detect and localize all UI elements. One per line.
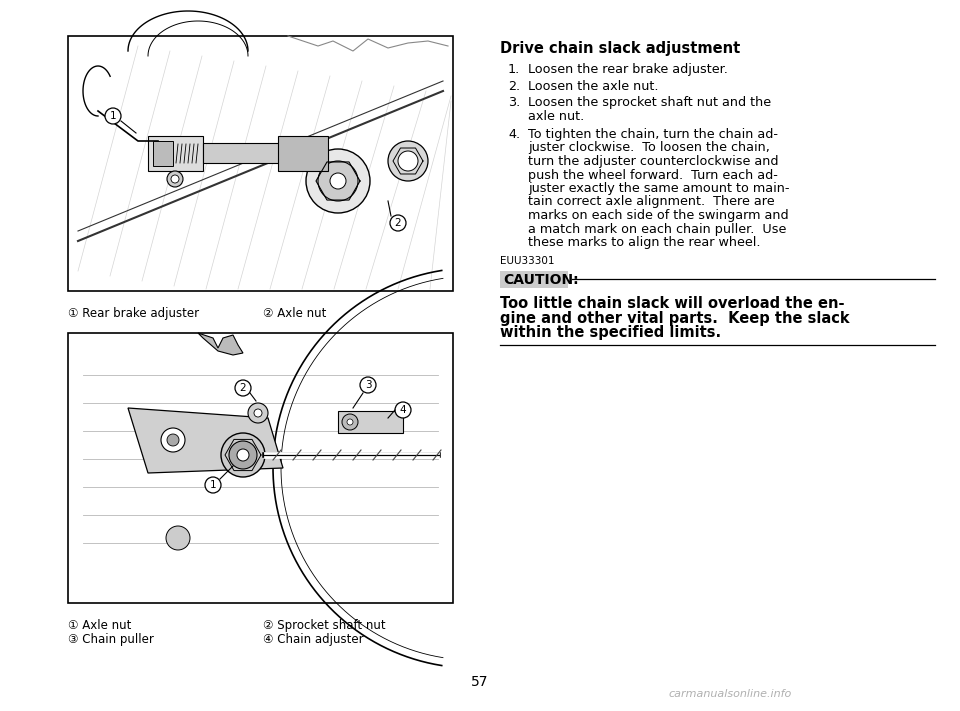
Text: Loosen the rear brake adjuster.: Loosen the rear brake adjuster. bbox=[528, 63, 728, 76]
Text: marks on each side of the swingarm and: marks on each side of the swingarm and bbox=[528, 209, 788, 222]
Text: carmanualsonline.info: carmanualsonline.info bbox=[668, 689, 792, 699]
Text: EUU33301: EUU33301 bbox=[500, 255, 555, 265]
Circle shape bbox=[167, 171, 183, 187]
Bar bbox=[278, 136, 328, 171]
Bar bbox=[68, 333, 453, 603]
Bar bbox=[148, 136, 203, 171]
Polygon shape bbox=[128, 408, 283, 473]
Circle shape bbox=[388, 141, 428, 181]
Text: 4.: 4. bbox=[508, 128, 520, 141]
Text: Too little chain slack will overload the en-: Too little chain slack will overload the… bbox=[500, 296, 845, 311]
Circle shape bbox=[205, 477, 221, 493]
Circle shape bbox=[347, 419, 353, 425]
Text: ④ Chain adjuster: ④ Chain adjuster bbox=[263, 633, 364, 646]
Text: ① Axle nut: ① Axle nut bbox=[68, 619, 132, 632]
Circle shape bbox=[221, 433, 265, 477]
Circle shape bbox=[318, 161, 358, 201]
Text: CAUTION:: CAUTION: bbox=[503, 274, 579, 287]
Text: 2: 2 bbox=[395, 218, 401, 228]
Text: To tighten the chain, turn the chain ad-: To tighten the chain, turn the chain ad- bbox=[528, 128, 778, 141]
Bar bbox=[338, 411, 403, 433]
Circle shape bbox=[171, 175, 179, 183]
Circle shape bbox=[167, 434, 179, 446]
Text: 1.: 1. bbox=[508, 63, 520, 76]
Bar bbox=[203, 143, 283, 163]
Text: Drive chain slack adjustment: Drive chain slack adjustment bbox=[500, 41, 740, 56]
Text: 57: 57 bbox=[471, 675, 489, 689]
Text: within the specified limits.: within the specified limits. bbox=[500, 326, 721, 341]
Circle shape bbox=[248, 403, 268, 423]
Circle shape bbox=[229, 441, 257, 469]
Text: 3: 3 bbox=[365, 380, 372, 390]
Bar bbox=[500, 270, 568, 287]
Text: gine and other vital parts.  Keep the slack: gine and other vital parts. Keep the sla… bbox=[500, 311, 850, 326]
Bar bbox=[68, 36, 453, 291]
Text: a match mark on each chain puller.  Use: a match mark on each chain puller. Use bbox=[528, 223, 786, 235]
Text: ② Axle nut: ② Axle nut bbox=[263, 307, 326, 320]
Circle shape bbox=[235, 380, 251, 396]
Text: ② Sprocket shaft nut: ② Sprocket shaft nut bbox=[263, 619, 386, 632]
Text: ① Rear brake adjuster: ① Rear brake adjuster bbox=[68, 307, 199, 320]
Text: 4: 4 bbox=[399, 405, 406, 415]
Text: 2.: 2. bbox=[508, 80, 520, 92]
Circle shape bbox=[395, 402, 411, 418]
Text: juster clockwise.  To loosen the chain,: juster clockwise. To loosen the chain, bbox=[528, 141, 770, 154]
Text: ③ Chain puller: ③ Chain puller bbox=[68, 633, 154, 646]
Circle shape bbox=[330, 173, 346, 189]
Bar bbox=[153, 141, 173, 166]
Circle shape bbox=[237, 449, 249, 461]
Text: 3.: 3. bbox=[508, 96, 520, 109]
Circle shape bbox=[161, 428, 185, 452]
Circle shape bbox=[398, 151, 418, 171]
Text: Loosen the sprocket shaft nut and the: Loosen the sprocket shaft nut and the bbox=[528, 96, 771, 109]
Text: juster exactly the same amount to main-: juster exactly the same amount to main- bbox=[528, 182, 789, 195]
Text: 2: 2 bbox=[240, 383, 247, 393]
Text: 1: 1 bbox=[209, 480, 216, 490]
Text: Loosen the axle nut.: Loosen the axle nut. bbox=[528, 80, 659, 92]
Circle shape bbox=[166, 526, 190, 550]
Text: 1: 1 bbox=[109, 111, 116, 121]
Text: axle nut.: axle nut. bbox=[528, 109, 585, 122]
Circle shape bbox=[342, 414, 358, 430]
Circle shape bbox=[105, 108, 121, 124]
Text: these marks to align the rear wheel.: these marks to align the rear wheel. bbox=[528, 236, 760, 249]
Circle shape bbox=[254, 409, 262, 417]
Circle shape bbox=[306, 149, 370, 213]
Polygon shape bbox=[198, 333, 243, 355]
Circle shape bbox=[390, 215, 406, 231]
Text: tain correct axle alignment.  There are: tain correct axle alignment. There are bbox=[528, 196, 775, 208]
Text: turn the adjuster counterclockwise and: turn the adjuster counterclockwise and bbox=[528, 155, 779, 168]
Circle shape bbox=[360, 377, 376, 393]
Text: push the wheel forward.  Turn each ad-: push the wheel forward. Turn each ad- bbox=[528, 169, 778, 181]
